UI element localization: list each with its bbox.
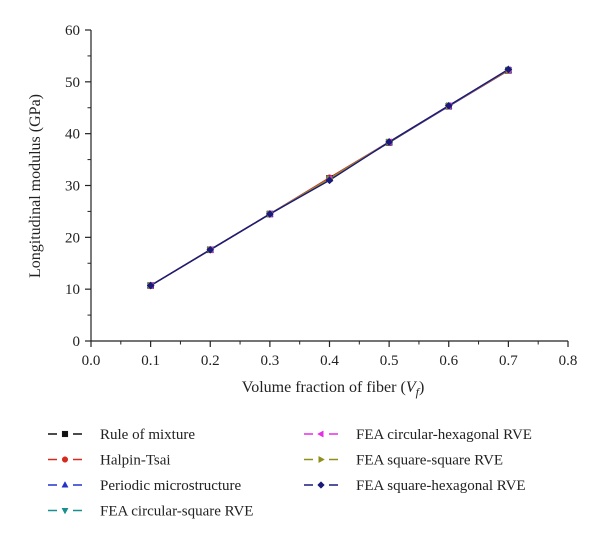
data-point-series-7	[504, 65, 513, 74]
legend-marker	[317, 481, 325, 489]
tick-marks: 0.0 0.1 0.2 0.3 0.4 0.5 0.6 0.7 0.8 0 10 20 30 40 50 60	[65, 23, 577, 369]
y-tick-label: 60	[65, 23, 80, 39]
data-point-series-7	[146, 281, 155, 290]
data-point-series-7	[444, 101, 453, 110]
y-tick-label: 40	[65, 127, 80, 143]
series-markers	[146, 65, 513, 290]
legend-marker	[61, 456, 69, 463]
data-point-series-7	[325, 176, 334, 185]
legend-marker	[61, 481, 69, 488]
data-point-series-7	[265, 210, 274, 218]
x-axis-title-symbol: V	[406, 379, 418, 396]
legend-item: FEA circular-hexagonal RVE	[304, 427, 532, 443]
x-axis-title-subscript: f	[416, 385, 421, 399]
y-tick-label: 10	[65, 282, 80, 298]
x-axis-title-close: )	[419, 379, 424, 396]
legend-label: Periodic microstructure	[100, 478, 242, 494]
legend-item: Rule of mixture	[48, 427, 195, 443]
x-tick-label: 0.5	[380, 353, 399, 369]
legend-item: Halpin-Tsai	[48, 453, 171, 469]
x-tick-label: 0.3	[261, 353, 280, 369]
x-axis-title-text: Volume fraction of fiber (	[242, 379, 406, 396]
x-axis-title: Volume fraction of fiber (Vf)	[242, 379, 425, 399]
legend-marker	[317, 430, 324, 438]
legend-marker	[61, 430, 69, 438]
y-axis-title: Longitudinal modulus (GPa)	[27, 94, 44, 278]
legend-item: FEA square-square RVE	[304, 453, 503, 469]
data-point-series-7	[206, 245, 215, 254]
legend-label: Halpin-Tsai	[100, 453, 171, 469]
legend: Rule of mixture Halpin-Tsai Periodic micro…	[48, 427, 532, 520]
legend-label: FEA circular-hexagonal RVE	[356, 427, 532, 443]
y-tick-label: 50	[65, 75, 80, 91]
legend-label: FEA circular-square RVE	[100, 504, 253, 520]
legend-item: FEA circular-square RVE	[48, 504, 253, 520]
legend-marker	[318, 455, 325, 464]
legend-item: Periodic microstructure	[48, 478, 242, 494]
data-point-series-7	[385, 138, 394, 146]
legend-label: FEA square-hexagonal RVE	[356, 478, 526, 494]
x-tick-label: 0.4	[320, 353, 339, 369]
x-tick-label: 0.7	[499, 353, 518, 369]
legend-item: FEA square-hexagonal RVE	[304, 478, 526, 494]
x-tick-label: 0.8	[559, 353, 578, 369]
x-tick-label: 0.0	[82, 353, 101, 369]
legend-marker	[61, 508, 69, 515]
x-tick-label: 0.6	[439, 353, 458, 369]
legend-label: FEA square-square RVE	[356, 453, 503, 469]
x-tick-label: 0.2	[201, 353, 220, 369]
legend-label: Rule of mixture	[100, 427, 195, 443]
x-tick-label: 0.1	[141, 353, 160, 369]
y-tick-label: 30	[65, 179, 80, 195]
y-tick-label: 0	[73, 334, 81, 350]
y-tick-label: 20	[65, 230, 80, 246]
